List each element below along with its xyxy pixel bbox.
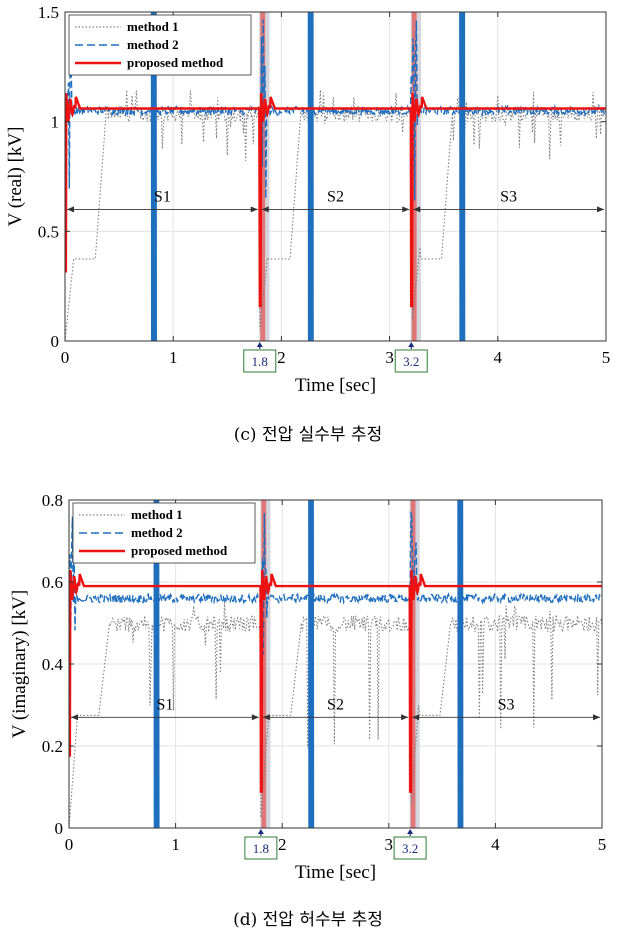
marker-arrowhead [407, 829, 414, 834]
arrowhead [401, 714, 409, 721]
arrowhead [593, 714, 600, 721]
axes-frame [64, 11, 607, 342]
legend-label: method 2 [131, 525, 183, 540]
arrowhead [71, 714, 78, 721]
switch-time-box [244, 836, 278, 860]
y-tick-label: 1.5 [38, 3, 59, 22]
switch-time-box [393, 836, 427, 860]
x-tick-label: 0 [61, 348, 70, 367]
x-axis-label: Time [sec] [295, 862, 376, 883]
chart-c: S1 S2 S3 0 1 2 3 4 5 0 0.5 1 1.5 1.8 3.2 Time [sec] V (r… [5, 3, 611, 445]
x-tick-label: 0 [65, 835, 74, 854]
arrowhead [261, 206, 269, 213]
y-tick-label: 0.8 [42, 491, 63, 510]
legend-label: method 2 [127, 37, 179, 52]
x-tick-label: 5 [598, 835, 607, 854]
switch-band-red [261, 500, 267, 828]
switch-band-red [410, 500, 416, 828]
series-proposed-method-line [69, 570, 602, 793]
legend: method 1 method 2 proposed method [68, 14, 252, 76]
marker-arrowhead [408, 342, 415, 347]
switch-time-label: 1.8 [253, 841, 269, 856]
chart-d: S1 S2 S3 0 1 2 3 4 5 0 0.2 0.4 0.6 0.8 1.8 3.2 Time [sec… [9, 491, 607, 930]
x-tick-label: 3 [385, 348, 394, 367]
series-method-2-spike [459, 12, 466, 341]
switch-time-box [243, 349, 277, 373]
arrowhead [262, 714, 270, 721]
segment-label: S1 [154, 188, 171, 205]
x-axis-label: Time [sec] [295, 375, 376, 396]
segment-label: S3 [500, 188, 517, 205]
y-tick-label: 0.2 [42, 737, 63, 756]
y-axis-label: V (real) [kV] [5, 127, 26, 227]
series-method-2-line [65, 19, 606, 201]
y-tick-label: 1 [51, 113, 60, 132]
figure-caption: (c) 전압 실수부 추정 [234, 425, 382, 445]
segment-label: S2 [327, 696, 344, 713]
series-method-2-spike [457, 500, 464, 828]
figure-caption: (d) 전압 허수부 추정 [233, 910, 383, 930]
x-tick-label: 4 [494, 348, 503, 367]
x-tick-label: 3 [385, 835, 394, 854]
x-tick-label: 2 [277, 348, 286, 367]
series-method-2-spike [308, 500, 315, 828]
x-tick-label: 1 [169, 348, 178, 367]
y-tick-label: 0.4 [42, 655, 64, 674]
y-tick-label: 0 [51, 332, 60, 351]
arrowhead [413, 206, 421, 213]
arrowhead [402, 206, 410, 213]
legend: method 1 method 2 proposed method [72, 502, 256, 564]
arrowhead [250, 206, 258, 213]
x-tick-label: 1 [171, 835, 180, 854]
segment-label: S2 [327, 188, 344, 205]
arrowhead [251, 714, 259, 721]
switch-time-label: 1.8 [252, 354, 268, 369]
segment-label: S3 [498, 696, 515, 713]
x-tick-label: 2 [278, 835, 287, 854]
switch-time-box [394, 349, 428, 373]
switch-band-red [260, 12, 266, 341]
arrowhead [412, 714, 420, 721]
y-tick-label: 0 [55, 819, 64, 838]
legend-label: proposed method [131, 543, 228, 558]
y-tick-label: 0.5 [38, 222, 59, 241]
arrowhead [67, 206, 74, 213]
switch-time-label: 3.2 [403, 354, 419, 369]
series-proposed-method-line [65, 93, 606, 308]
switch-time-label: 3.2 [402, 841, 418, 856]
series-method-2-spike [307, 12, 314, 341]
x-tick-label: 4 [491, 835, 500, 854]
legend-label: method 1 [127, 19, 179, 34]
x-tick-label: 5 [602, 348, 611, 367]
segment-label: S1 [156, 696, 173, 713]
y-axis-label: V (imaginary) [kV] [9, 590, 30, 738]
series-group [69, 500, 602, 828]
legend-label: method 1 [131, 507, 183, 522]
y-tick-label: 0.6 [42, 573, 63, 592]
legend-label: proposed method [127, 55, 224, 70]
arrowhead [597, 206, 604, 213]
marker-arrowhead [256, 342, 263, 347]
marker-arrowhead [257, 829, 264, 834]
